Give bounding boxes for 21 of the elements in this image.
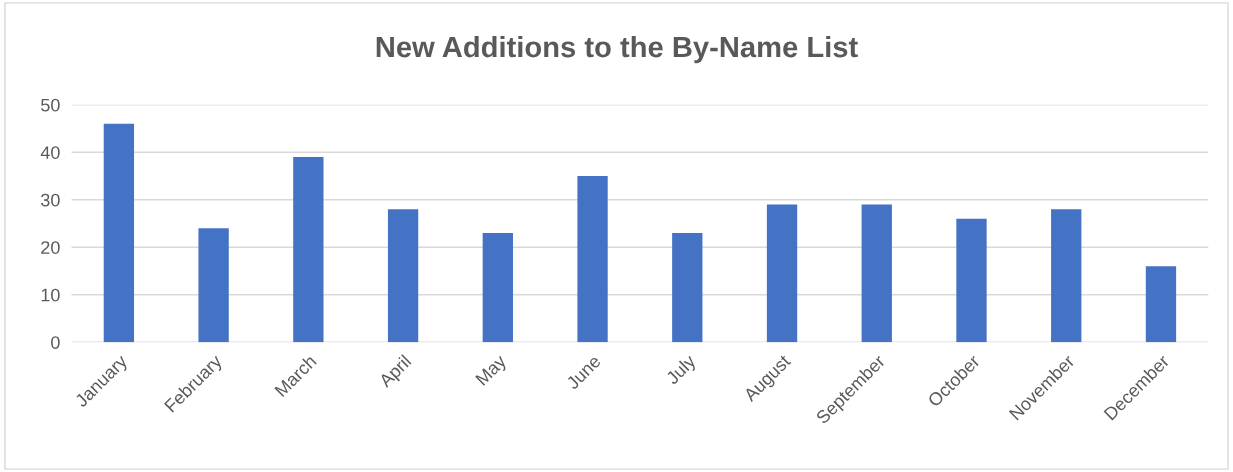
bar	[577, 176, 608, 343]
bar	[387, 209, 419, 343]
x-tick-label: July	[664, 353, 700, 388]
bar	[198, 228, 229, 343]
y-tick-label: 30	[41, 193, 60, 207]
bar	[861, 204, 892, 343]
bar	[766, 204, 798, 343]
y-tick-label: 10	[41, 288, 60, 302]
y-tick-label: 50	[41, 98, 60, 112]
y-tick-label: 40	[40, 146, 60, 159]
bar	[672, 232, 703, 343]
y-tick-label: 20	[41, 241, 60, 254]
chart-title: New Additions to the By-Name List	[376, 35, 858, 64]
bar	[1051, 209, 1082, 343]
bar	[482, 232, 513, 343]
y-tick-label: 0	[51, 336, 60, 349]
bar	[956, 218, 987, 343]
x-tick-label: May	[475, 353, 510, 389]
bar	[293, 157, 324, 343]
bar	[1145, 266, 1177, 343]
bar	[103, 123, 135, 343]
